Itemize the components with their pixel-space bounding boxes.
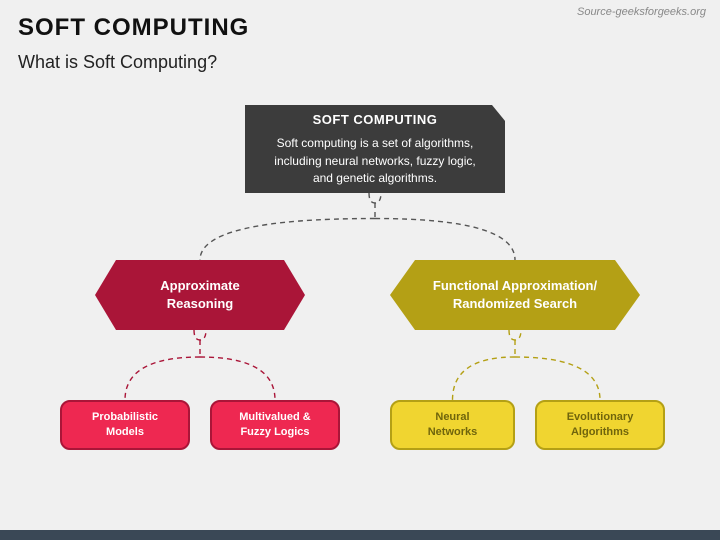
node-neural-networks: NeuralNetworks xyxy=(390,400,515,450)
root-body: Soft computing is a set of algorithms, i… xyxy=(269,135,481,187)
connector xyxy=(125,357,200,400)
root-title: SOFT COMPUTING xyxy=(313,111,438,130)
connector xyxy=(369,193,381,203)
diagram-container: SOFT COMPUTING Soft computing is a set of… xyxy=(0,0,720,540)
node-root: SOFT COMPUTING Soft computing is a set of… xyxy=(245,105,505,193)
node-fuzzy-logics: Multivalued &Fuzzy Logics xyxy=(210,400,340,450)
connector xyxy=(515,357,600,400)
connector xyxy=(200,219,375,261)
connector xyxy=(375,219,515,261)
node-functional-approximation: Functional Approximation/Randomized Sear… xyxy=(390,260,640,330)
connector xyxy=(453,357,516,400)
node-probabilistic-models: ProbabilisticModels xyxy=(60,400,190,450)
node-evolutionary-algorithms: EvolutionaryAlgorithms xyxy=(535,400,665,450)
connector xyxy=(509,330,521,340)
node-approximate-reasoning: ApproximateReasoning xyxy=(95,260,305,330)
footer-bar xyxy=(0,530,720,540)
connector xyxy=(194,330,206,340)
connector xyxy=(200,357,275,400)
